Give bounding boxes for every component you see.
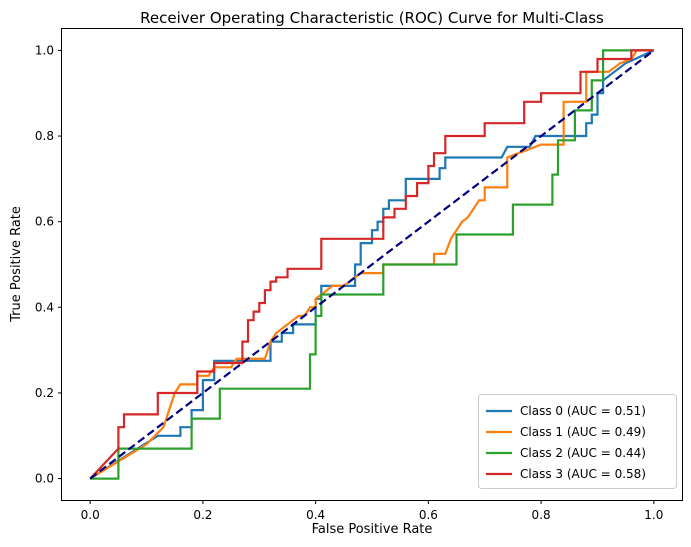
legend-label-class-1: Class 1 (AUC = 0.49) [520, 425, 646, 439]
roc-line-class-3 [89, 49, 654, 480]
x-tick-label: 0.6 [419, 508, 438, 522]
x-tick-label: 0.8 [532, 508, 551, 522]
legend-frame [478, 394, 677, 489]
y-tick-label: 0.8 [35, 129, 54, 143]
legend: Class 0 (AUC = 0.51) Class 1 (AUC = 0.49)… [478, 394, 677, 489]
roc-line-class-2 [90, 49, 654, 480]
legend-label-class-3: Class 3 (AUC = 0.58) [520, 467, 646, 481]
legend-label-class-0: Class 0 (AUC = 0.51) [520, 404, 646, 418]
y-tick-label: 0.6 [35, 215, 54, 229]
x-axis-ticks: 0.0 0.2 0.4 0.6 0.8 1.0 [81, 500, 663, 522]
x-tick-label: 0.0 [81, 508, 100, 522]
y-axis-ticks: 0.0 0.2 0.4 0.6 0.8 1.0 [35, 43, 62, 486]
x-tick-label: 0.2 [193, 508, 212, 522]
y-tick-label: 0.0 [35, 472, 54, 486]
x-tick-label: 1.0 [644, 508, 663, 522]
y-tick-label: 0.2 [35, 386, 54, 400]
x-axis-label: False Positive Rate [312, 522, 433, 537]
chance-diagonal-line [89, 49, 655, 480]
chart-title: Receiver Operating Characteristic (ROC) … [140, 9, 604, 27]
y-axis-label: True Positive Rate [9, 206, 24, 323]
y-tick-label: 0.4 [35, 300, 54, 314]
y-tick-label: 1.0 [35, 43, 54, 57]
legend-label-class-2: Class 2 (AUC = 0.44) [520, 446, 646, 460]
plot-area [89, 49, 655, 480]
x-tick-label: 0.4 [306, 508, 325, 522]
plot-frame [61, 28, 683, 501]
